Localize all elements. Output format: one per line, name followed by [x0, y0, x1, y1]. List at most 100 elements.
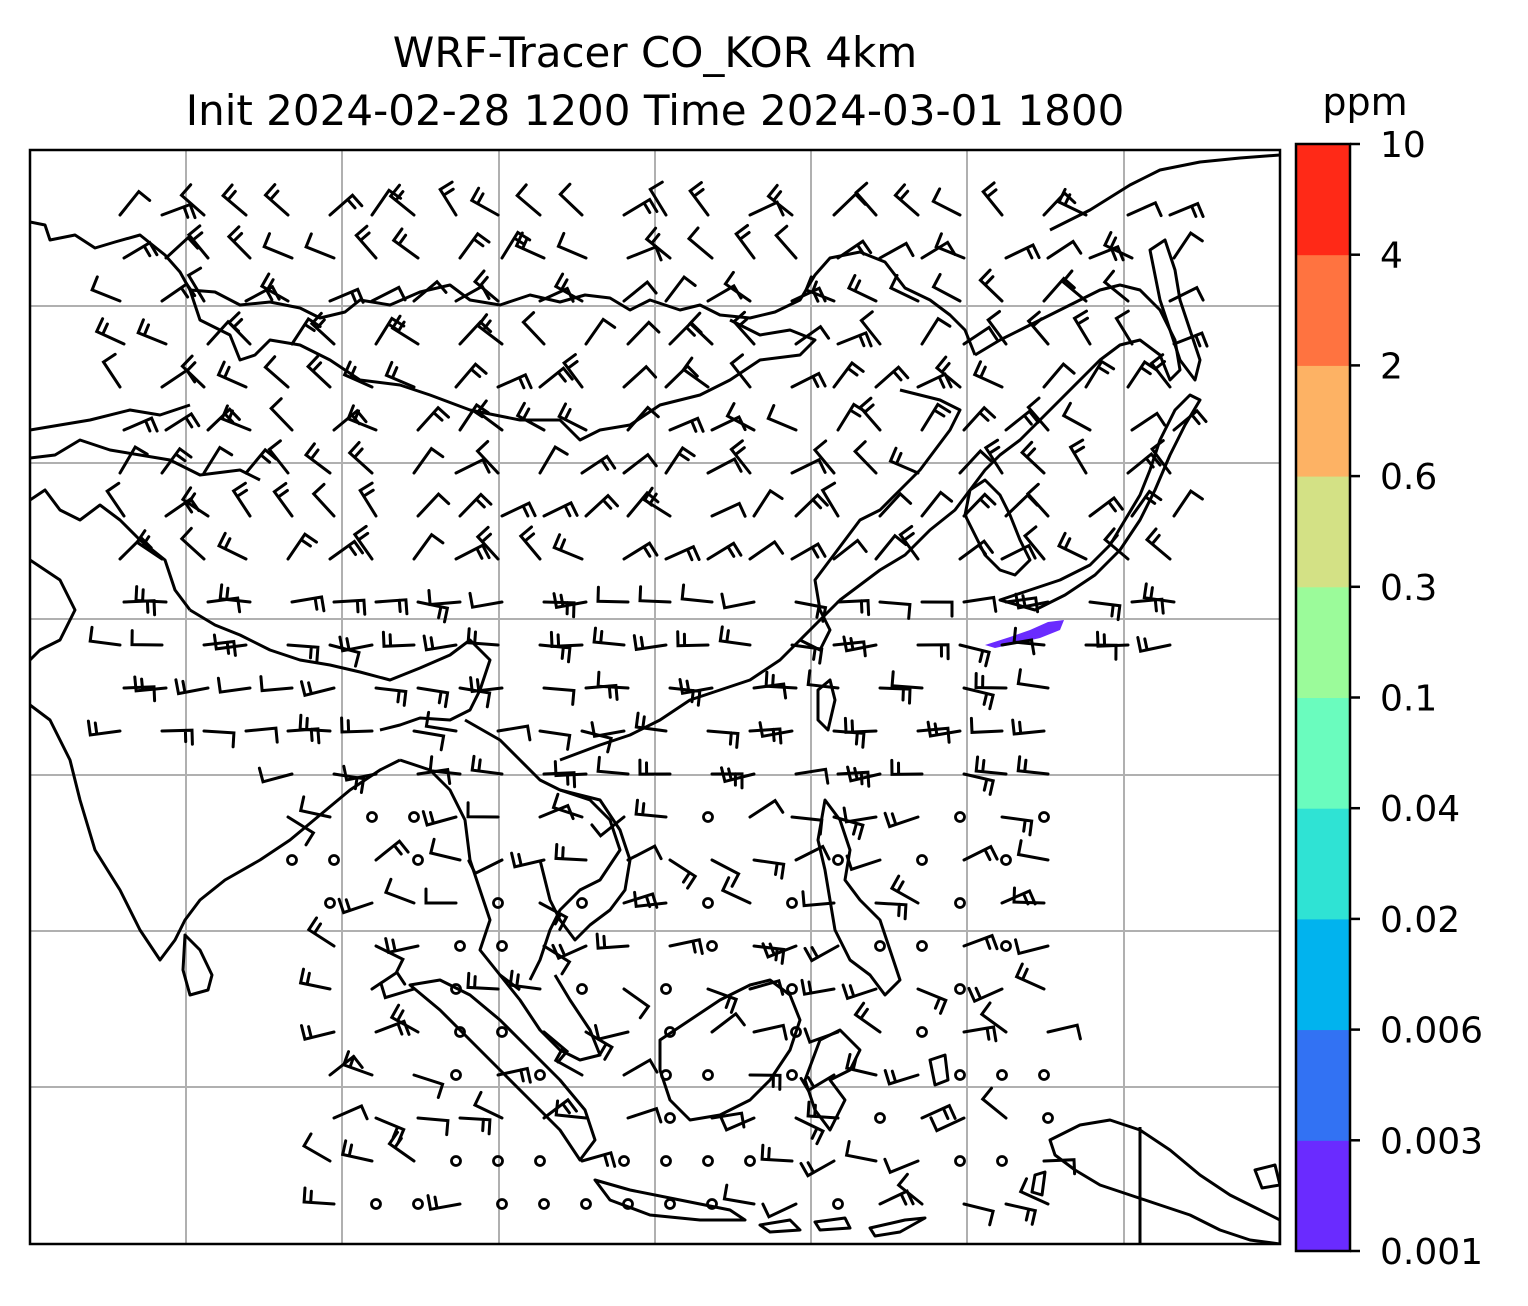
- wind-barb: [1130, 411, 1167, 432]
- wind-barb: [794, 844, 831, 862]
- coast-korea: [963, 478, 1032, 577]
- wind-barb: [500, 501, 537, 518]
- wind-barb: [644, 226, 672, 260]
- wind-barb: [342, 764, 378, 782]
- wind-barb: [558, 182, 584, 217]
- border-russia-china: [30, 220, 977, 356]
- calm-wind-marker: [534, 1155, 546, 1167]
- wind-barb: [832, 538, 868, 561]
- wind-barb: [836, 239, 873, 260]
- wind-barb: [758, 721, 794, 739]
- wind-barb: [346, 404, 378, 432]
- wind-barb: [1014, 938, 1050, 956]
- calm-wind-marker: [786, 897, 798, 909]
- wind-barb: [438, 180, 458, 217]
- wind-barb: [374, 944, 405, 974]
- wind-barb: [1088, 600, 1122, 622]
- calm-wind-marker: [660, 983, 672, 995]
- wind-barb: [428, 837, 462, 862]
- wind-barb: [389, 1003, 420, 1034]
- wind-barb: [426, 1194, 462, 1212]
- calm-wind-marker: [832, 1198, 844, 1210]
- wind-barb: [538, 286, 575, 303]
- calm-wind-marker: [454, 1026, 466, 1038]
- calm-wind-marker: [996, 1155, 1008, 1167]
- wind-barb: [681, 356, 710, 389]
- colorbar-segment: [1296, 586, 1350, 698]
- wind-barb: [878, 600, 912, 620]
- wind-barb: [668, 416, 705, 433]
- wind-barb: [920, 490, 954, 518]
- wind-barb: [752, 1023, 788, 1041]
- wind-barb: [160, 281, 197, 303]
- wind-barb: [328, 643, 361, 668]
- wind-barb: [391, 227, 420, 260]
- wind-barb: [1014, 962, 1046, 991]
- wind-barb: [622, 364, 658, 389]
- wind-barb: [259, 675, 294, 693]
- wind-barb: [458, 492, 493, 518]
- wind-barb: [1096, 630, 1130, 648]
- colorbar-tick-label: 2: [1380, 346, 1403, 387]
- wind-barb: [180, 486, 210, 518]
- wind-barb: [799, 1159, 836, 1178]
- wind-barb: [890, 670, 924, 690]
- wind-barb: [734, 224, 756, 260]
- wind-barb: [332, 1104, 369, 1121]
- wind-barb: [554, 1099, 588, 1120]
- wind-barb: [1016, 668, 1050, 690]
- wind-barb: [384, 360, 416, 389]
- wind-barb: [374, 1019, 411, 1036]
- wind-barb: [416, 686, 450, 709]
- wind-barb: [542, 500, 579, 518]
- wind-barb: [466, 801, 500, 819]
- coast-malay: [498, 974, 602, 1062]
- wind-barb: [680, 583, 714, 604]
- wind-barb: [428, 755, 462, 776]
- wind-barb: [1060, 269, 1088, 303]
- wind-barb: [269, 397, 294, 432]
- wind-barb: [752, 488, 784, 518]
- wind-barb: [328, 287, 365, 304]
- wind-barb: [328, 539, 364, 561]
- calm-wind-marker: [786, 1069, 798, 1081]
- wind-barb: [272, 482, 294, 518]
- wind-barb: [341, 1050, 374, 1077]
- wind-barb: [542, 686, 576, 706]
- wind-barb: [122, 416, 159, 433]
- colorbar-tick-label: 10: [1380, 125, 1426, 166]
- wind-barb: [664, 544, 701, 562]
- calm-wind-marker: [412, 1198, 424, 1210]
- wind-barb: [216, 531, 248, 561]
- wind-barb: [790, 643, 824, 665]
- wind-barb: [216, 360, 248, 389]
- wind-barb: [962, 595, 998, 613]
- wind-barb: [342, 360, 374, 389]
- wind-barb: [1046, 239, 1083, 260]
- wind-barb: [186, 266, 206, 303]
- wind-barb: [664, 445, 696, 475]
- wind-barb: [979, 1001, 1008, 1034]
- wind-barb: [416, 1116, 450, 1137]
- wind-barb: [648, 180, 668, 217]
- wind-barb: [725, 402, 756, 432]
- wind-barb: [202, 729, 236, 749]
- calm-wind-marker: [496, 940, 508, 952]
- wind-barb: [974, 672, 1008, 690]
- wind-barb: [633, 890, 668, 909]
- wind-barb: [852, 440, 878, 475]
- wind-barb: [542, 944, 572, 976]
- wind-barb: [466, 971, 500, 991]
- coast-japan: [998, 393, 1202, 612]
- wind-barb: [920, 316, 952, 346]
- wind-barb: [878, 491, 913, 518]
- wind-barb: [723, 270, 752, 303]
- wind-barb: [164, 235, 200, 260]
- wind-barb: [466, 627, 500, 647]
- wind-barb: [340, 1139, 374, 1163]
- wind-barb: [244, 447, 278, 475]
- wind-barb: [216, 676, 252, 694]
- wind-barb: [358, 481, 378, 518]
- wind-barb: [416, 405, 450, 432]
- colorbar-segment: [1296, 697, 1350, 809]
